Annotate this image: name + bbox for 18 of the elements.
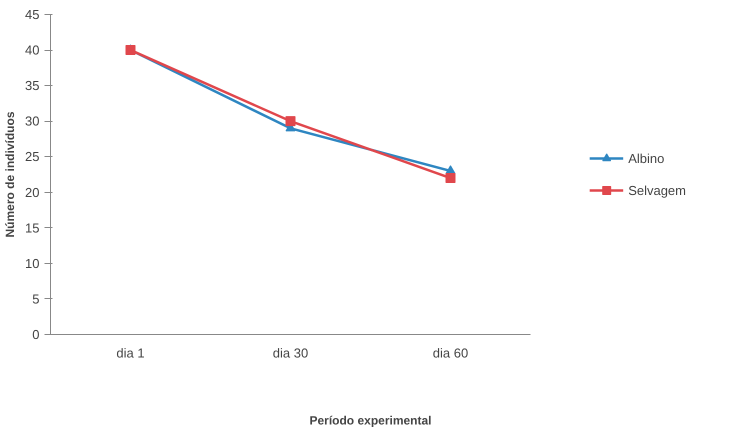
x-tick-label: dia 30: [272, 346, 308, 360]
y-tick-label: 30: [25, 114, 40, 129]
x-tick-label: dia 1: [116, 346, 145, 360]
y-tick-label: 0: [32, 327, 40, 342]
y-tick-label: 45: [25, 7, 40, 22]
x-axis-title: Período experimental: [309, 414, 432, 428]
y-tick-label: 35: [25, 78, 40, 94]
y-tick-label: 10: [25, 256, 40, 271]
y-tick-label: 40: [25, 42, 40, 58]
y-tick-label: 5: [32, 291, 40, 306]
point: [446, 173, 456, 184]
x-tick-label: dia 60: [432, 346, 468, 360]
y-tick-label: 15: [25, 220, 40, 236]
legend-label: Albino: [628, 150, 664, 166]
legend-label: Selvagem: [628, 182, 686, 198]
y-axis-title: Número de indivíduos: [3, 111, 18, 238]
y-tick-label: 20: [25, 184, 40, 200]
y-tick-label: 25: [25, 149, 40, 164]
